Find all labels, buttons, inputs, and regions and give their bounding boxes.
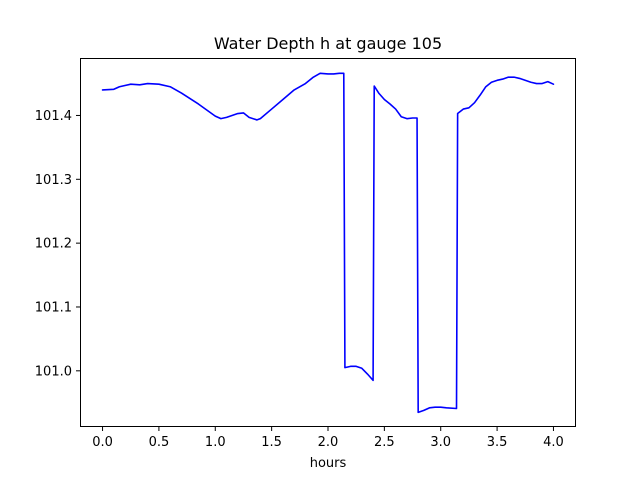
x-tick-label: 0.5 [149, 435, 170, 450]
plot-area [80, 58, 576, 427]
x-tick-label: 2.0 [318, 435, 339, 450]
x-tick-label: 3.0 [430, 435, 451, 450]
y-tick-label: 101.4 [35, 109, 72, 124]
x-tick-label: 0.0 [92, 435, 113, 450]
chart-title: Water Depth h at gauge 105 [214, 34, 442, 53]
y-axis-ticks: 101.0 101.1 101.2 101.3 101.4 [35, 109, 80, 379]
y-tick-label: 101.1 [35, 300, 72, 315]
series-layer [101, 72, 555, 414]
water-depth-series-line [101, 72, 555, 414]
x-tick-label: 1.0 [205, 435, 226, 450]
x-axis-ticks: 0.0 0.5 1.0 1.5 2.0 2.5 3.0 3.5 4.0 [92, 427, 564, 450]
x-tick-label: 2.5 [374, 435, 395, 450]
x-tick-label: 1.5 [261, 435, 282, 450]
y-tick-label: 101.0 [35, 364, 72, 379]
x-axis-label: hours [310, 456, 347, 471]
y-tick-label: 101.2 [35, 237, 72, 252]
x-tick-label: 3.5 [487, 435, 508, 450]
x-tick-label: 4.0 [543, 435, 564, 450]
plot-frame [80, 58, 576, 427]
y-tick-label: 101.3 [35, 173, 72, 188]
